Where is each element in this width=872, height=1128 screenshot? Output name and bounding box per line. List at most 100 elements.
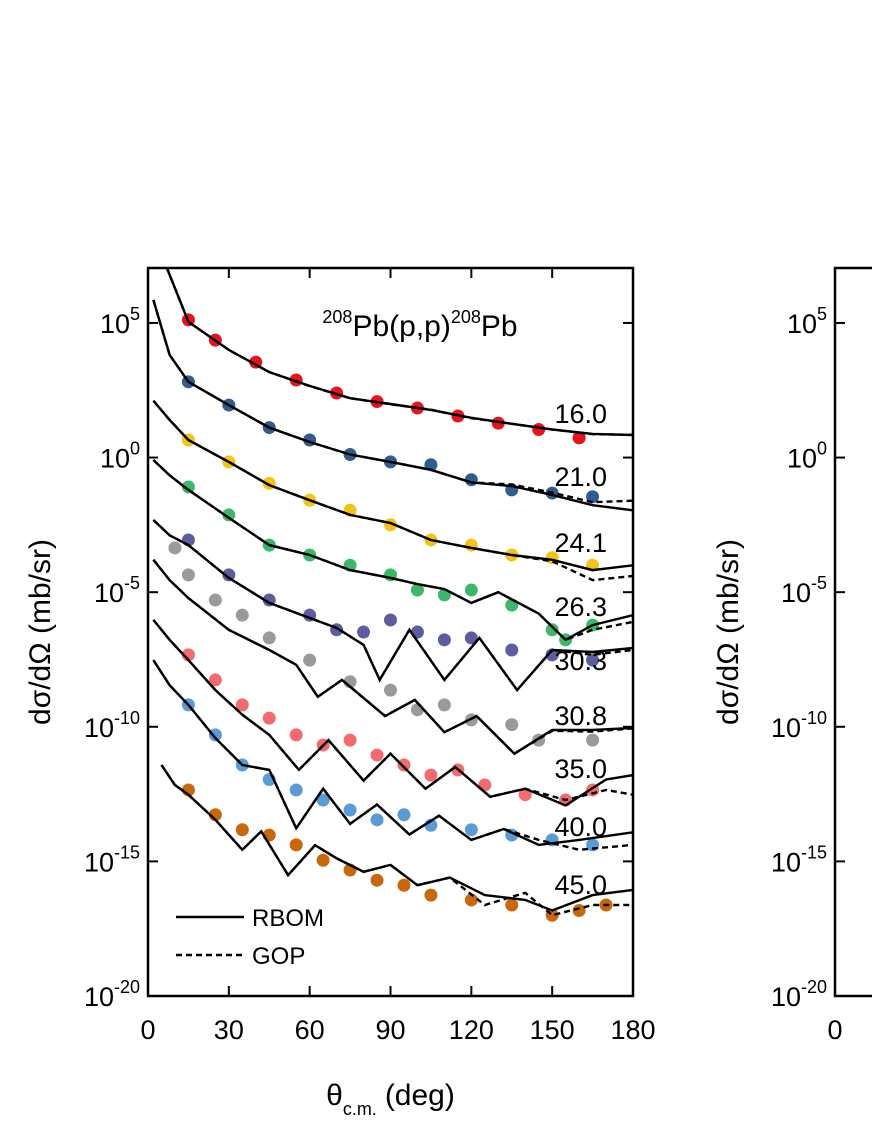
data-point [586, 733, 600, 747]
x-tick-label: 180 [610, 1015, 655, 1045]
y-tick-base: 10 [100, 309, 130, 339]
data-point [532, 423, 546, 437]
data-point [208, 673, 222, 687]
data-point [343, 803, 357, 817]
energy-label: 30.8 [554, 701, 607, 731]
data-point [464, 823, 478, 837]
data-point [464, 583, 478, 597]
rbom-curve [152, 299, 633, 512]
data-point [181, 480, 195, 494]
title-superscript: 208 [451, 307, 481, 327]
data-point [518, 788, 532, 802]
y-tick-exponent: -10 [801, 708, 827, 728]
data-point [168, 541, 182, 555]
data-point [289, 728, 303, 742]
data-point [397, 878, 411, 892]
y-tick-base: 10 [94, 578, 124, 608]
gop-curve [152, 459, 633, 642]
y-tick-base: 10 [787, 444, 817, 474]
data-point [181, 568, 195, 582]
data-point [222, 568, 236, 582]
gop-curve [152, 619, 633, 802]
data-point [410, 703, 424, 717]
legend-label: RBOM [252, 905, 324, 932]
y-tick-base: 10 [84, 982, 114, 1012]
data-point [235, 608, 249, 622]
y-tick-exponent: -20 [801, 977, 827, 997]
x-label-subscript: c.m. [343, 1099, 377, 1119]
data-point [262, 631, 276, 645]
x-tick-label: 120 [449, 1015, 494, 1045]
y-tick-label: 10-5 [781, 573, 827, 608]
legend-label: GOP [252, 943, 305, 970]
y-axis-label: dσ/dΩ (mb/sr) [712, 539, 745, 725]
energy-label: 26.3 [554, 592, 607, 622]
data-point [572, 903, 586, 917]
y-tick-exponent: -15 [114, 842, 140, 862]
gop-curve [160, 764, 633, 917]
y-tick-label: 105 [787, 304, 827, 339]
y-tick-base: 10 [84, 713, 114, 743]
gop-curve [152, 559, 633, 756]
energy-label: 24.1 [554, 528, 607, 558]
y-tick-label: 10-15 [84, 842, 140, 877]
y-tick-label: 10-15 [771, 842, 827, 877]
data-point [370, 873, 384, 887]
title-text: Pb(p,p) [352, 310, 450, 343]
data-point [384, 613, 397, 627]
data-point [505, 718, 519, 732]
data-point [370, 748, 384, 762]
data-point [316, 793, 330, 807]
y-tick-base: 10 [787, 309, 817, 339]
data-point [208, 593, 222, 607]
data-point [586, 490, 600, 504]
title-text: Pb [481, 310, 518, 343]
y-tick-base: 10 [771, 847, 801, 877]
energy-label: 45.0 [554, 870, 607, 900]
data-point [343, 733, 357, 747]
plot-area [152, 268, 633, 922]
y-tick-base: 10 [771, 713, 801, 743]
x-tick-label: 150 [530, 1015, 575, 1045]
y-tick-base: 10 [100, 444, 130, 474]
y-tick-exponent: 0 [817, 439, 827, 459]
gop-curve [152, 399, 633, 582]
y-tick-exponent: -15 [801, 842, 827, 862]
y-axis-label: dσ/dΩ (mb/sr) [24, 539, 57, 725]
data-point [235, 823, 249, 837]
data-point [437, 698, 451, 712]
x-label-symbol: θ [326, 1079, 343, 1112]
data-point [505, 643, 519, 657]
y-tick-label: 105 [100, 304, 140, 339]
data-point [384, 683, 397, 697]
y-tick-exponent: 0 [130, 439, 140, 459]
x-tick-label: 0 [827, 1015, 842, 1045]
y-tick-exponent: -10 [114, 708, 140, 728]
x-tick-label: 60 [295, 1015, 325, 1045]
data-point [303, 653, 317, 667]
y-tick-exponent: 5 [817, 304, 827, 324]
y-tick-exponent: 5 [130, 304, 140, 324]
energy-label: 40.0 [554, 812, 607, 842]
y-tick-label: 10-20 [84, 977, 140, 1012]
data-point [357, 625, 371, 639]
y-tick-label: 10-10 [771, 708, 827, 743]
y-tick-label: 10-20 [771, 977, 827, 1012]
data-point [464, 631, 478, 645]
y-tick-base: 10 [781, 578, 811, 608]
y-tick-label: 100 [787, 439, 827, 474]
data-point [397, 808, 411, 822]
y-tick-label: 100 [100, 439, 140, 474]
chart-title: 208Pb(p,p)208Pb [322, 307, 517, 343]
x-tick-label: 90 [375, 1015, 405, 1045]
data-point [289, 783, 303, 797]
y-tick-label: 10-5 [94, 573, 140, 608]
data-point [289, 838, 303, 852]
data-point [222, 508, 236, 522]
gop-curve [165, 268, 633, 436]
energy-label: 16.0 [554, 399, 607, 429]
gop-curve [152, 519, 633, 693]
data-point [316, 853, 330, 867]
